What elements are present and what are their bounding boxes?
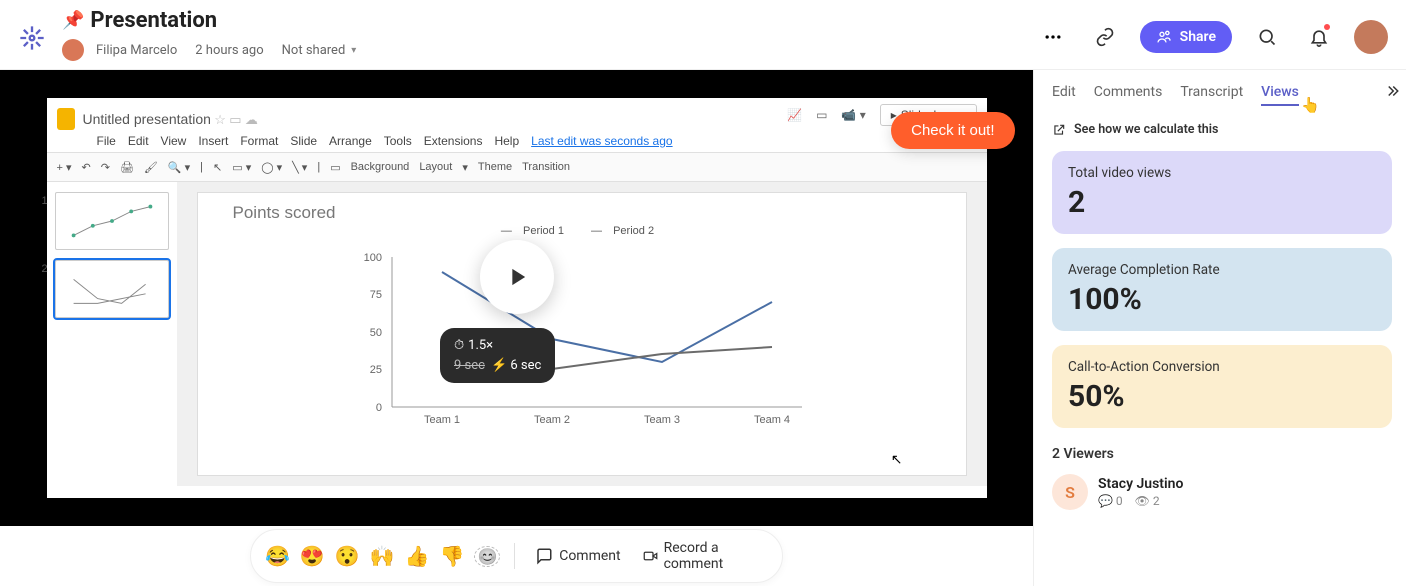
stat-total-views: Total video views 2: [1052, 151, 1392, 234]
slide-thumbnails: 1 2: [47, 182, 177, 486]
link-icon[interactable]: [1088, 20, 1122, 54]
svg-text:Team 1: Team 1: [423, 414, 459, 426]
slide-canvas: Points scored — Period 1 — Period 2 0: [197, 192, 967, 476]
reaction-bar: 😂 😍 😯 🙌 👍 👎 😊 Comment Record a comment: [0, 526, 1033, 586]
add-emoji-icon[interactable]: 😊: [474, 546, 500, 567]
thumbnail-2: 2: [55, 260, 169, 318]
cursor-hand-icon: 👆: [1301, 96, 1320, 114]
tab-comments[interactable]: Comments: [1094, 84, 1163, 106]
notification-dot: [1324, 24, 1330, 30]
chart-legend: — Period 1 — Period 2: [228, 225, 936, 237]
close-panel-icon[interactable]: [1382, 82, 1400, 104]
speed-tooltip: ⏱ 1.5× 9 sec⚡ 6 sec: [440, 328, 555, 383]
viewer-meta: 💬 0 👁 2: [1098, 494, 1183, 508]
cursor-pointer-icon: ↖: [891, 451, 903, 468]
emoji-heart-eyes[interactable]: 😍: [300, 544, 325, 568]
tab-edit[interactable]: Edit: [1052, 84, 1076, 106]
cloud-icon: ☁: [245, 112, 258, 127]
svg-text:25: 25: [369, 364, 381, 376]
emoji-thumbs-down[interactable]: 👎: [440, 544, 465, 568]
thumbnail-1: 1: [55, 192, 169, 250]
viewers-heading: 2 Viewers: [1052, 446, 1406, 462]
svg-text:75: 75: [369, 289, 381, 301]
emoji-thumbs-up[interactable]: 👍: [405, 544, 430, 568]
gslides-logo-icon: [57, 108, 75, 130]
record-comment-button[interactable]: Record a comment: [637, 536, 768, 576]
main: Untitled presentation ☆ ▭ ☁ FileEditView…: [0, 70, 1406, 586]
svg-text:Team 3: Team 3: [643, 414, 679, 426]
time-ago: 2 hours ago: [195, 43, 263, 58]
slides-menu: FileEditViewInsertFormatSlideArrangeTool…: [47, 134, 987, 152]
stat-completion-rate: Average Completion Rate 100%: [1052, 248, 1392, 331]
user-avatar[interactable]: [1354, 20, 1388, 54]
last-edit: Last edit was seconds ago: [531, 134, 672, 148]
video-column: Untitled presentation ☆ ▭ ☁ FileEditView…: [0, 70, 1034, 586]
move-icon: ▭: [229, 112, 241, 127]
emoji-wow[interactable]: 😯: [335, 544, 360, 568]
star-icon: ☆: [214, 112, 226, 127]
notification-icon[interactable]: [1302, 20, 1336, 54]
chevron-down-icon: ▾: [351, 45, 356, 56]
calc-link[interactable]: See how we calculate this: [1052, 122, 1406, 137]
author-name: Filipa Marcelo: [96, 43, 177, 58]
panel-tabs: Edit Comments Transcript Views: [1052, 84, 1406, 106]
stat-cta-conversion: Call-to-Action Conversion 50%: [1052, 345, 1392, 428]
top-actions: Share: [1036, 20, 1388, 54]
cta-badge[interactable]: Check it out!: [891, 112, 1014, 149]
share-button[interactable]: Share: [1140, 21, 1232, 53]
app-logo[interactable]: [18, 24, 48, 54]
chart-title: Points scored: [233, 203, 936, 223]
slides-doc-name: Untitled presentation: [83, 111, 211, 127]
viewer-row[interactable]: S Stacy Justino 💬 0 👁 2: [1052, 474, 1406, 510]
svg-text:Team 2: Team 2: [533, 414, 569, 426]
views-panel: Edit Comments Transcript Views 👆 See how…: [1034, 70, 1406, 586]
more-icon[interactable]: [1036, 20, 1070, 54]
tab-views[interactable]: Views: [1261, 84, 1299, 106]
slides-toolbar: + ▾↶↷🖨🖌🔍 ▾| ↖▭ ▾◯ ▾╲ ▾|▭ Background Layo…: [47, 152, 987, 182]
svg-text:50: 50: [369, 327, 381, 339]
emoji-hands[interactable]: 🙌: [370, 544, 395, 568]
viewer-name: Stacy Justino: [1098, 476, 1183, 492]
video-area[interactable]: Untitled presentation ☆ ▭ ☁ FileEditView…: [0, 70, 1033, 526]
share-state[interactable]: Not shared ▾: [282, 43, 357, 58]
author[interactable]: Filipa Marcelo: [62, 39, 177, 61]
pin-icon: 📌: [62, 10, 84, 31]
play-button[interactable]: [480, 240, 554, 314]
search-icon[interactable]: [1250, 20, 1284, 54]
viewer-avatar: S: [1052, 474, 1088, 510]
doc-title[interactable]: Presentation: [90, 8, 217, 33]
author-avatar: [62, 39, 84, 61]
comment-head-icon: ▭: [816, 108, 827, 122]
trend-icon: 📈: [787, 108, 802, 122]
tab-transcript[interactable]: Transcript: [1180, 84, 1243, 106]
emoji-joy[interactable]: 😂: [265, 544, 290, 568]
topbar: 📌 Presentation Filipa Marcelo 2 hours ag…: [0, 0, 1406, 70]
line-chart: 0 25 50 75 100 Team 1 Team 2 Team 3 Team…: [228, 237, 936, 447]
svg-text:0: 0: [375, 402, 381, 414]
share-label: Share: [1180, 29, 1216, 45]
title-block: 📌 Presentation Filipa Marcelo 2 hours ag…: [62, 8, 1036, 61]
meet-icon: 📹 ▾: [841, 108, 865, 122]
svg-text:100: 100: [363, 252, 381, 264]
comment-button[interactable]: Comment: [529, 543, 626, 569]
svg-text:Team 4: Team 4: [753, 414, 789, 426]
